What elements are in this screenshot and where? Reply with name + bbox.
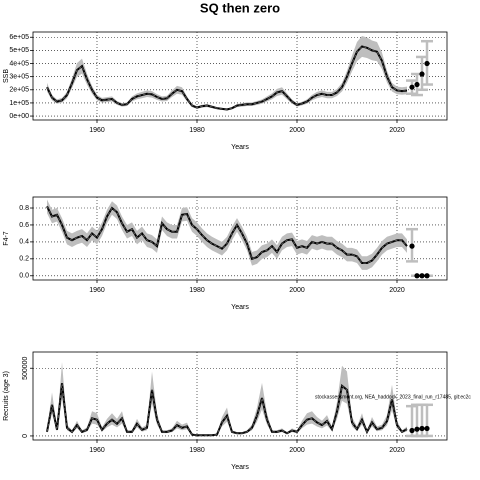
x-tick-label: 1960 xyxy=(89,287,105,294)
y-tick-label: 500000 xyxy=(22,356,29,379)
x-tick-label: 1960 xyxy=(89,127,105,134)
y-tick-label: 3e+05 xyxy=(9,74,29,81)
plot-frame xyxy=(32,31,448,121)
y-tick-label: 1e+05 xyxy=(9,100,29,107)
y-tick-label: 0.0 xyxy=(19,273,29,280)
y-tick-label: 4e+05 xyxy=(9,60,29,67)
annotation: stockassessment.org, NEA_haddock_2023_fi… xyxy=(315,394,471,400)
x-axis-label: Years xyxy=(231,144,249,151)
y-tick-label: 5e+05 xyxy=(9,47,29,54)
x-tick-label: 2020 xyxy=(389,127,405,134)
projection-point xyxy=(409,84,415,90)
projection-point xyxy=(424,60,430,67)
projection-point xyxy=(419,273,425,279)
y-axis-label: SSB xyxy=(3,69,10,83)
plot-frame xyxy=(32,351,448,441)
x-tick-label: 1980 xyxy=(189,127,205,134)
confidence-band xyxy=(47,199,407,270)
y-axis-label: F4-7 xyxy=(3,231,10,246)
projection-point xyxy=(414,81,420,88)
projection-point xyxy=(424,425,430,432)
x-tick-label: 2000 xyxy=(289,447,305,454)
x-tick-label: 2020 xyxy=(389,287,405,294)
y-tick-label: 0.2 xyxy=(19,256,29,263)
confidence-band xyxy=(47,35,407,111)
estimate-line-highlight xyxy=(46,46,408,110)
x-tick-label: 2000 xyxy=(289,127,305,134)
chart-title: SQ then zero xyxy=(200,0,280,15)
estimate-line-highlight xyxy=(46,206,408,264)
estimate-line-highlight xyxy=(46,383,408,436)
x-tick-label: 1960 xyxy=(89,447,105,454)
x-tick-label: 2020 xyxy=(389,447,405,454)
x-tick-label: 1980 xyxy=(189,447,205,454)
y-tick-label: 0.4 xyxy=(19,239,29,246)
projection-point xyxy=(419,425,425,432)
projection-point xyxy=(409,243,415,249)
projection-point xyxy=(419,71,425,77)
y-tick-label: 6e+05 xyxy=(9,34,29,41)
projection-point xyxy=(409,427,415,434)
x-axis-label: Years xyxy=(231,304,249,311)
projection-point xyxy=(414,426,420,432)
y-tick-label: 0.8 xyxy=(19,205,29,212)
y-axis-label: Recruits (age 3) xyxy=(3,371,10,421)
y-tick-label: 0 xyxy=(22,434,29,438)
projection-point xyxy=(424,273,430,279)
y-tick-label: 2e+05 xyxy=(9,87,29,94)
y-tick-label: 0e+00 xyxy=(9,113,29,120)
projection-point xyxy=(414,273,420,279)
confidence-band xyxy=(47,362,407,436)
x-tick-label: 1980 xyxy=(189,287,205,294)
x-axis-label: Years xyxy=(231,464,249,471)
plot-frame xyxy=(32,196,448,281)
y-tick-label: 0.6 xyxy=(19,222,29,229)
x-tick-label: 2000 xyxy=(289,287,305,294)
